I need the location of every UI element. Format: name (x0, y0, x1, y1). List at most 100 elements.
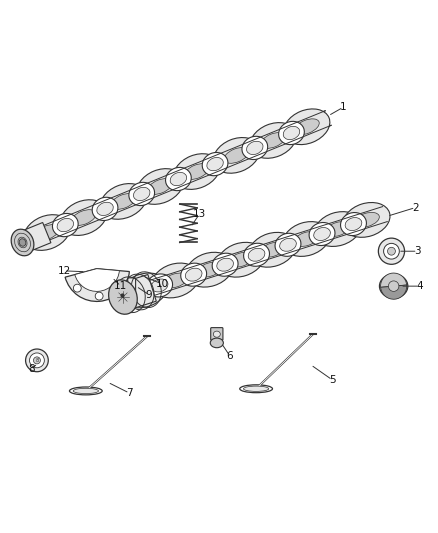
Ellipse shape (148, 179, 173, 195)
Ellipse shape (279, 122, 304, 144)
Wedge shape (381, 273, 407, 287)
Ellipse shape (129, 182, 155, 206)
Ellipse shape (244, 243, 269, 266)
Ellipse shape (260, 243, 285, 257)
Ellipse shape (100, 183, 146, 219)
Ellipse shape (207, 157, 223, 171)
Text: 13: 13 (193, 209, 206, 219)
Text: 10: 10 (155, 279, 169, 289)
Ellipse shape (217, 243, 264, 277)
Ellipse shape (92, 197, 118, 221)
Text: 1: 1 (340, 102, 347, 112)
Ellipse shape (250, 123, 296, 158)
Ellipse shape (213, 138, 260, 173)
Ellipse shape (181, 263, 207, 286)
Ellipse shape (71, 209, 96, 225)
Text: 7: 7 (126, 388, 133, 398)
Ellipse shape (261, 133, 286, 148)
Circle shape (29, 353, 44, 368)
Ellipse shape (70, 387, 102, 395)
Wedge shape (381, 285, 407, 299)
Ellipse shape (340, 213, 367, 236)
Ellipse shape (109, 280, 137, 314)
Ellipse shape (19, 239, 26, 246)
Text: 2: 2 (412, 203, 419, 213)
Ellipse shape (283, 222, 330, 256)
Ellipse shape (53, 213, 78, 237)
Wedge shape (65, 269, 129, 302)
Ellipse shape (147, 274, 173, 297)
Ellipse shape (213, 331, 220, 337)
Ellipse shape (294, 119, 319, 135)
Ellipse shape (60, 200, 107, 236)
Ellipse shape (247, 141, 263, 155)
Ellipse shape (240, 385, 272, 393)
Ellipse shape (345, 217, 362, 231)
Circle shape (74, 284, 81, 292)
Ellipse shape (212, 253, 238, 276)
Ellipse shape (24, 215, 70, 251)
Ellipse shape (11, 229, 34, 256)
Circle shape (115, 280, 123, 288)
Ellipse shape (244, 386, 269, 391)
Ellipse shape (134, 187, 150, 200)
Circle shape (95, 292, 103, 300)
Text: 12: 12 (57, 266, 71, 276)
Ellipse shape (73, 389, 99, 393)
Ellipse shape (151, 279, 168, 292)
Ellipse shape (202, 152, 228, 176)
FancyBboxPatch shape (211, 328, 223, 340)
Ellipse shape (343, 203, 390, 237)
Ellipse shape (152, 263, 199, 298)
Polygon shape (119, 274, 156, 310)
Ellipse shape (284, 109, 330, 144)
Ellipse shape (354, 213, 379, 228)
Polygon shape (20, 111, 331, 250)
Text: 4: 4 (417, 281, 423, 291)
Text: 8: 8 (35, 358, 39, 363)
Ellipse shape (35, 224, 60, 240)
Ellipse shape (309, 222, 335, 246)
Text: 3: 3 (414, 246, 421, 256)
Ellipse shape (57, 219, 74, 232)
Circle shape (384, 244, 399, 259)
Ellipse shape (197, 262, 222, 277)
Ellipse shape (210, 338, 223, 348)
Circle shape (33, 357, 40, 364)
Ellipse shape (137, 168, 183, 204)
Ellipse shape (185, 268, 202, 281)
Circle shape (378, 238, 405, 264)
Circle shape (389, 281, 399, 292)
FancyBboxPatch shape (128, 278, 136, 292)
Ellipse shape (314, 212, 361, 246)
Circle shape (388, 247, 396, 255)
Ellipse shape (249, 232, 296, 267)
Ellipse shape (379, 274, 408, 298)
Ellipse shape (283, 126, 300, 140)
Ellipse shape (120, 273, 167, 308)
Text: 6: 6 (226, 351, 233, 361)
Circle shape (25, 349, 48, 372)
Text: 5: 5 (329, 375, 336, 385)
Ellipse shape (97, 203, 113, 215)
Ellipse shape (228, 252, 254, 267)
Ellipse shape (173, 154, 220, 189)
Ellipse shape (293, 231, 319, 246)
Ellipse shape (325, 222, 350, 237)
Ellipse shape (186, 252, 233, 287)
Wedge shape (75, 269, 120, 292)
Ellipse shape (242, 136, 268, 159)
Ellipse shape (224, 148, 249, 163)
Ellipse shape (170, 172, 187, 185)
Ellipse shape (279, 238, 297, 251)
Text: 8: 8 (28, 364, 35, 374)
Polygon shape (18, 222, 51, 253)
Ellipse shape (248, 248, 265, 261)
Text: 9: 9 (146, 290, 152, 300)
Ellipse shape (184, 164, 209, 180)
Ellipse shape (162, 273, 188, 288)
Ellipse shape (217, 258, 233, 271)
Ellipse shape (111, 193, 136, 209)
Polygon shape (120, 207, 387, 304)
Ellipse shape (314, 228, 330, 240)
